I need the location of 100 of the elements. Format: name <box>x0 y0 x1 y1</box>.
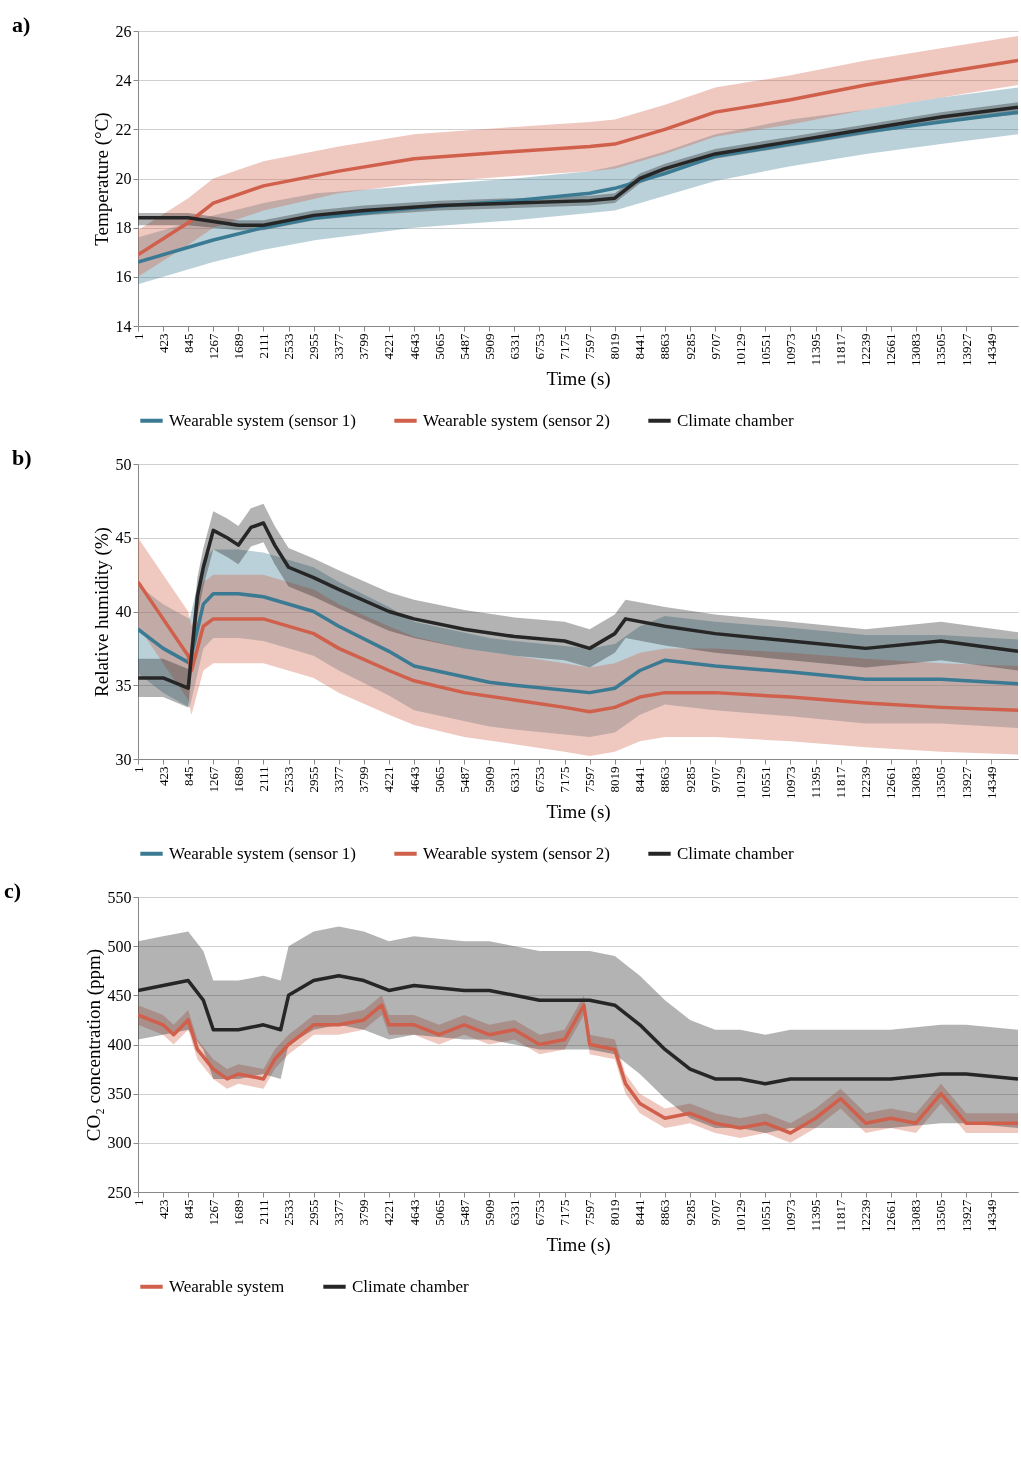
x-tick-label: 6331 <box>506 1199 522 1226</box>
x-tick-label: 10973 <box>782 333 798 366</box>
y-tick-label: 450 <box>107 986 132 1004</box>
x-tick-label: 4221 <box>381 766 397 793</box>
y-tick-label: 26 <box>115 22 132 40</box>
x-tick-label: 13083 <box>908 766 924 799</box>
x-tick-label: 9285 <box>682 766 698 793</box>
x-tick-label: 423 <box>155 333 171 353</box>
y-tick-label: 550 <box>107 888 132 906</box>
x-tick-label: 8863 <box>657 766 673 793</box>
x-tick-label: 845 <box>180 766 196 786</box>
x-tick-label: 8441 <box>632 766 648 793</box>
y-axis-title: CO₂ concentration (ppm) <box>82 948 105 1142</box>
x-tick-label: 2111 <box>255 1199 271 1225</box>
x-tick-label: 6753 <box>532 766 547 793</box>
x-tick-label: 423 <box>155 1199 171 1219</box>
x-tick-label: 3799 <box>356 333 372 360</box>
legend-label: Wearable system (sensor 2) <box>423 843 610 863</box>
x-tick-label: 2955 <box>306 333 322 360</box>
x-tick-label: 10129 <box>732 1199 748 1232</box>
x-tick-label: 9707 <box>707 1199 723 1226</box>
x-tick-label: 10129 <box>732 766 748 799</box>
x-tick-label: 4643 <box>406 1199 422 1226</box>
x-tick-label: 2955 <box>306 766 322 793</box>
x-tick-label: 5065 <box>431 766 447 793</box>
x-tick-label: 3799 <box>356 1199 372 1226</box>
x-tick-label: 8441 <box>632 333 648 360</box>
x-tick-label: 12239 <box>858 333 874 366</box>
x-tick-label: 2533 <box>281 1199 297 1226</box>
legend-label: Wearable system (sensor 1) <box>169 843 356 863</box>
x-tick-label: 10551 <box>757 766 773 799</box>
y-tick-label: 14 <box>115 317 132 335</box>
y-tick-label: 22 <box>115 120 132 138</box>
x-axis-title: Time (s) <box>546 1234 611 1256</box>
x-tick-label: 14349 <box>983 766 999 799</box>
y-tick-label: 16 <box>115 268 132 286</box>
x-tick-label: 11395 <box>808 1199 824 1232</box>
x-tick-label: 1267 <box>205 333 221 360</box>
x-tick-label: 4643 <box>406 333 422 360</box>
x-tick-label: 11817 <box>833 333 849 366</box>
y-axis-title: Relative humidity (%) <box>90 527 113 697</box>
x-tick-label: 845 <box>180 1199 196 1219</box>
x-tick-label: 10973 <box>782 1199 798 1232</box>
legend-label: Climate chamber <box>677 410 794 430</box>
x-tick-label: 7175 <box>557 333 573 360</box>
x-tick-label: 1689 <box>230 333 246 360</box>
legend-label: Climate chamber <box>677 843 794 863</box>
y-tick-label: 18 <box>115 219 132 237</box>
x-axis-title: Time (s) <box>546 368 611 390</box>
line-series <box>138 973 1018 1086</box>
x-tick-label: 5065 <box>431 333 447 360</box>
x-tick-label: 12239 <box>858 766 874 799</box>
x-tick-label: 12661 <box>883 333 899 366</box>
x-tick-label: 3799 <box>356 766 372 793</box>
x-tick-label: 8019 <box>607 1199 623 1226</box>
legend-label: Climate chamber <box>352 1276 469 1296</box>
x-tick-label: 6753 <box>532 333 547 360</box>
x-tick-label: 13083 <box>908 1199 924 1232</box>
x-tick-label: 1689 <box>230 766 246 793</box>
x-tick-label: 6753 <box>532 1199 547 1226</box>
x-tick-label: 1689 <box>230 1199 246 1226</box>
line-series <box>138 521 1018 690</box>
chart-title: b) <box>12 445 32 470</box>
x-tick-label: 11395 <box>808 766 824 799</box>
x-tick-label: 6331 <box>506 333 522 360</box>
x-tick-label: 8019 <box>607 766 623 793</box>
x-tick-label: 13505 <box>933 1199 949 1232</box>
x-tick-label: 10129 <box>732 333 748 366</box>
x-tick-label: 4221 <box>381 1199 397 1226</box>
x-tick-label: 5487 <box>456 1199 472 1226</box>
x-tick-label: 5065 <box>431 1199 447 1226</box>
x-tick-label: 13505 <box>933 766 949 799</box>
y-tick-label: 50 <box>115 455 132 473</box>
x-tick-label: 10551 <box>757 1199 773 1232</box>
x-tick-label: 1 <box>130 333 146 340</box>
x-tick-label: 2533 <box>281 766 297 793</box>
x-tick-label: 9285 <box>682 1199 698 1226</box>
chart-title: a) <box>12 12 31 37</box>
x-tick-label: 7597 <box>582 766 598 793</box>
legend-label: Wearable system <box>169 1276 285 1296</box>
x-tick-label: 13927 <box>958 1199 974 1232</box>
x-tick-label: 8019 <box>607 333 623 360</box>
x-tick-label: 5909 <box>481 766 497 793</box>
x-tick-label: 11395 <box>808 333 824 366</box>
y-tick-label: 20 <box>115 170 132 187</box>
x-tick-label: 14349 <box>983 333 999 366</box>
y-tick-label: 35 <box>115 676 132 694</box>
x-tick-label: 2533 <box>281 333 297 360</box>
x-tick-label: 4221 <box>381 333 397 360</box>
line-series <box>138 58 1018 257</box>
x-tick-label: 2955 <box>306 1199 322 1226</box>
y-tick-label: 300 <box>107 1134 132 1152</box>
line-series <box>138 592 1018 695</box>
x-tick-label: 423 <box>155 766 171 786</box>
y-tick-label: 24 <box>115 71 132 89</box>
x-tick-label: 11817 <box>833 766 849 799</box>
x-tick-label: 9707 <box>707 766 723 793</box>
x-tick-label: 5487 <box>456 766 472 793</box>
y-axis-title: Temperature (°C) <box>90 112 113 246</box>
x-axis-title: Time (s) <box>546 801 611 823</box>
